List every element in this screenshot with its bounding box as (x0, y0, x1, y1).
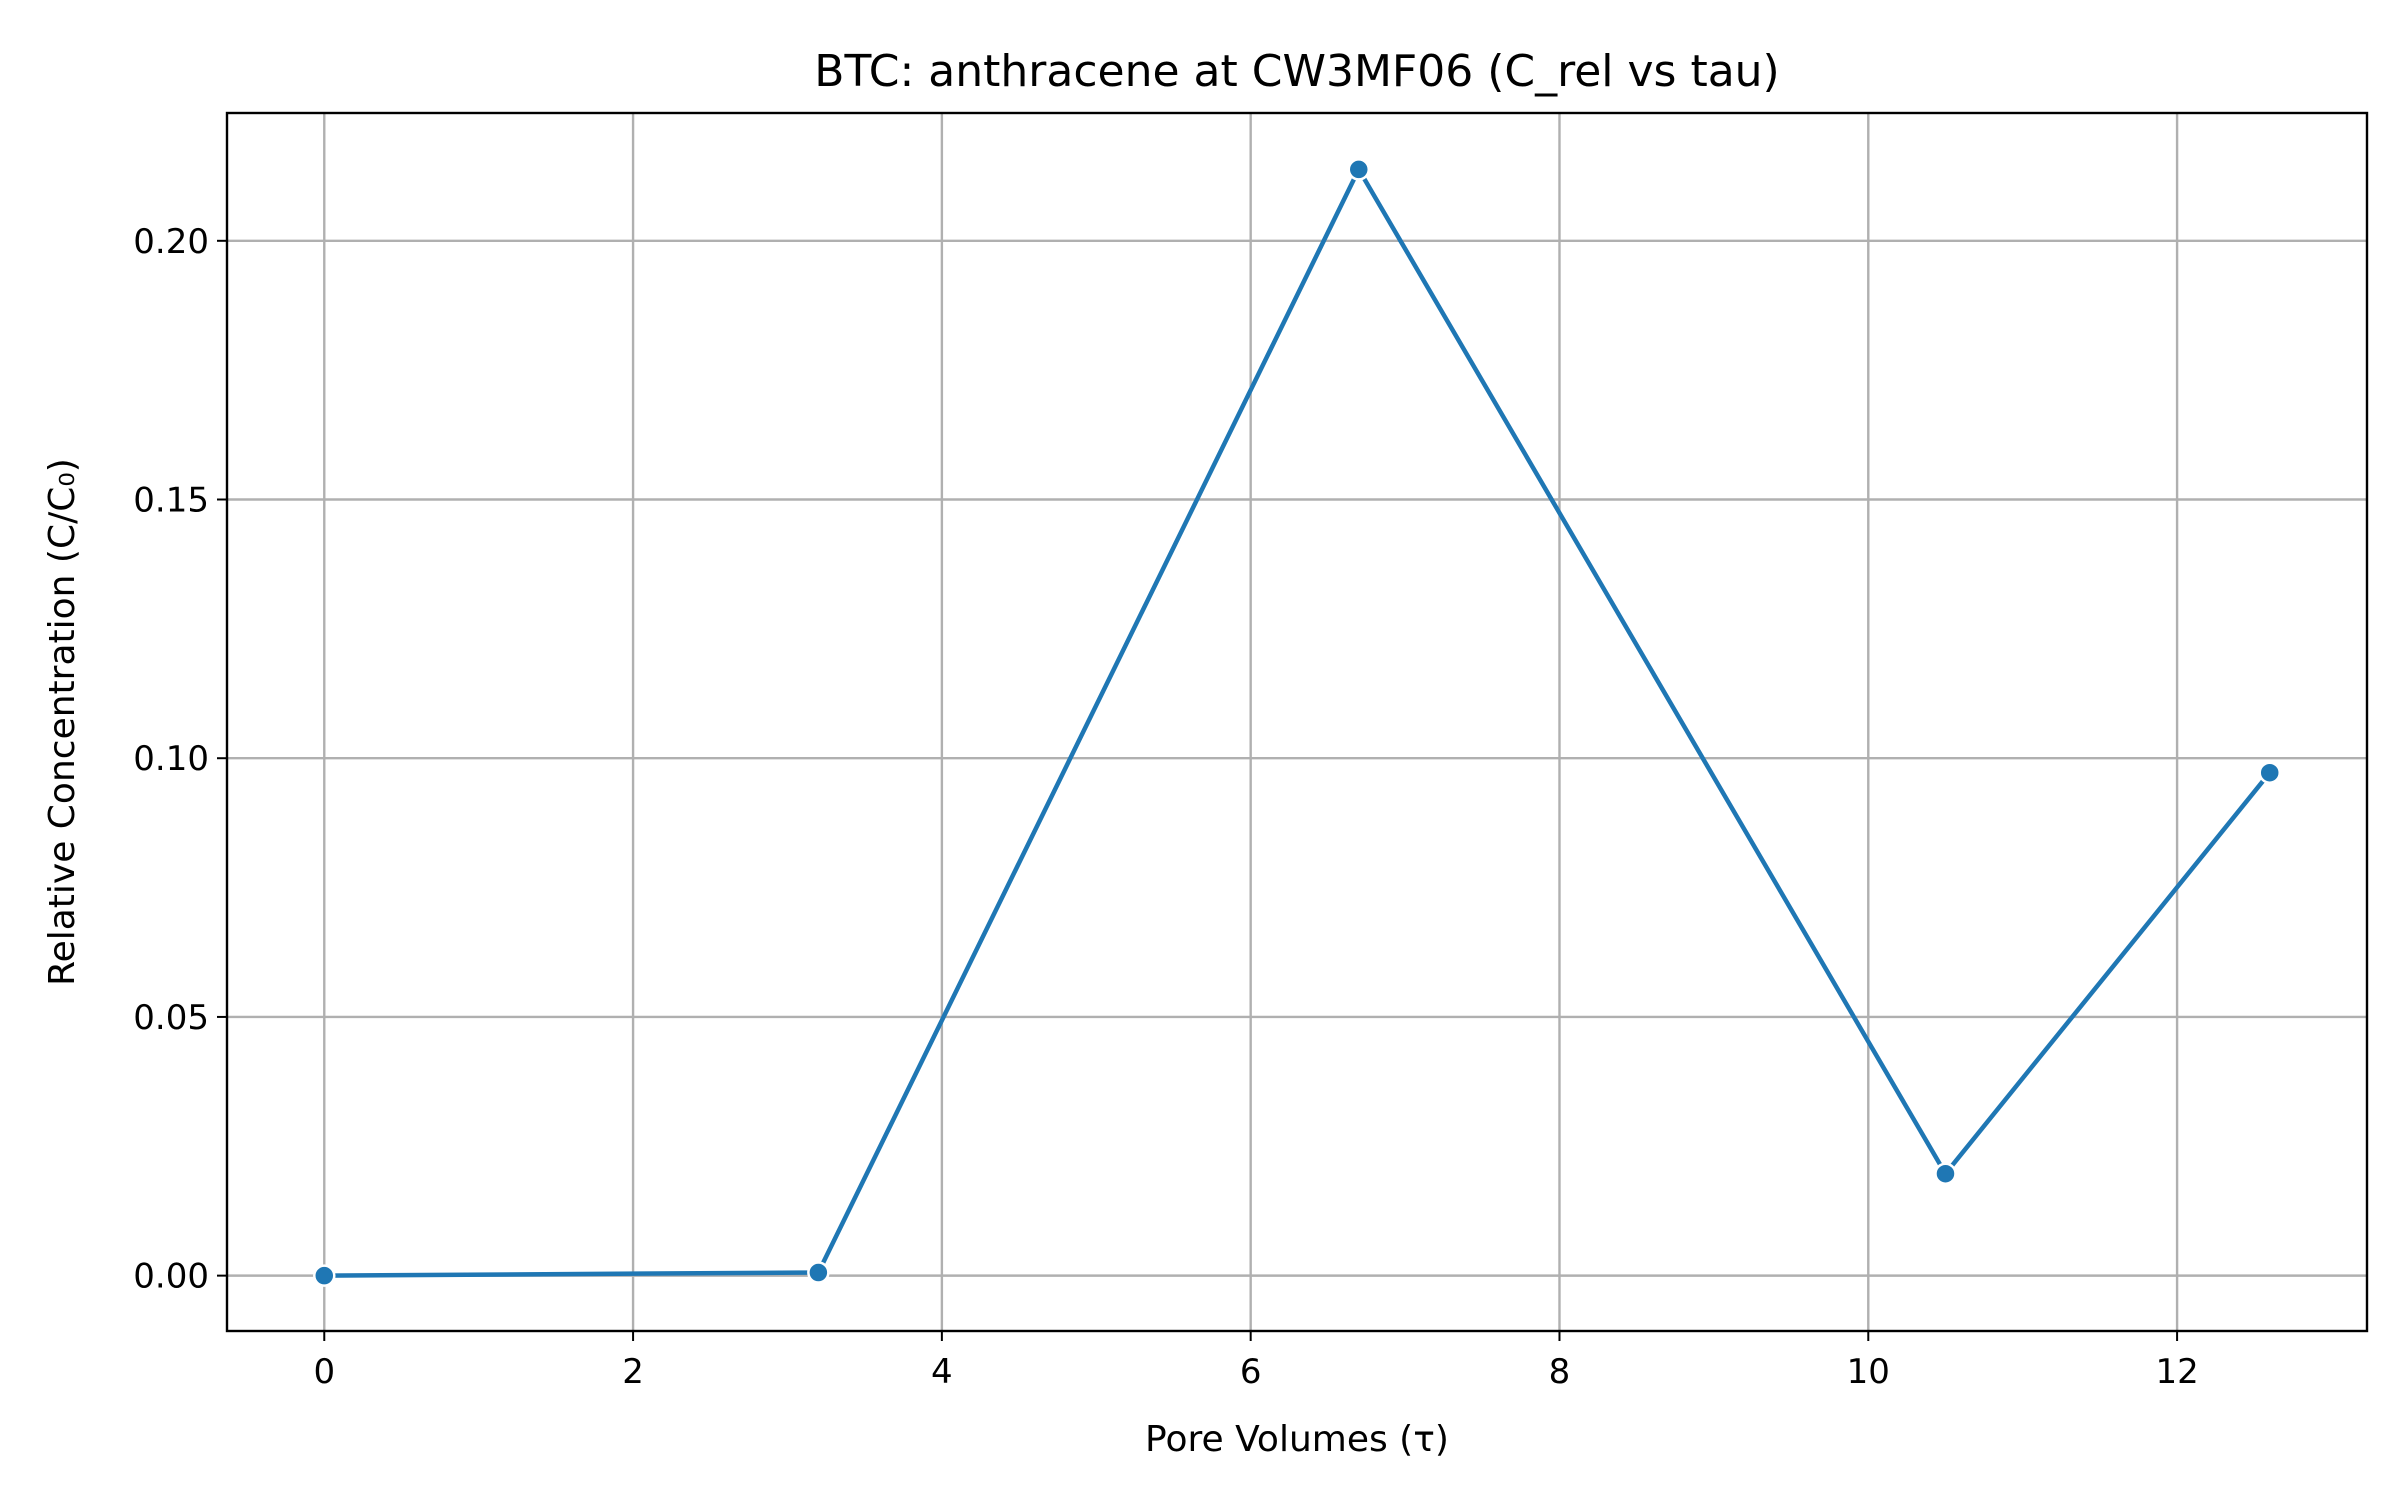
y-tick-label: 0.15 (133, 481, 209, 521)
x-axis-ticks: 0 2 4 6 8 10 12 (313, 1331, 2199, 1392)
x-tick-label: 10 (1847, 1352, 1890, 1392)
x-tick-label: 4 (931, 1352, 953, 1392)
grid (227, 113, 2367, 1331)
data-point (1347, 158, 1371, 181)
x-tick-label: 0 (313, 1352, 335, 1392)
chart-title: BTC: anthracene at CW3MF06 (C_rel vs tau… (814, 46, 1779, 97)
data-point (2258, 761, 2281, 784)
data-point (313, 1264, 336, 1287)
y-tick-label: 0.10 (133, 739, 209, 779)
series-line (322, 167, 2272, 1278)
data-point (1934, 1162, 1957, 1185)
data-point (807, 1261, 830, 1284)
y-tick-label: 0.20 (133, 222, 209, 262)
y-axis-ticks: 0.00 0.05 0.10 0.15 0.20 (133, 222, 227, 1297)
x-tick-label: 12 (2155, 1352, 2198, 1392)
plot-frame (225, 111, 2369, 1333)
x-tick-label: 8 (1549, 1352, 1571, 1392)
x-tick-label: 2 (622, 1352, 644, 1392)
y-tick-label: 0.05 (133, 998, 209, 1038)
y-axis-label: Relative Concentration (C/C₀) (42, 458, 83, 986)
x-axis-label: Pore Volumes (τ) (1145, 1419, 1449, 1460)
series-layer (313, 158, 2281, 1287)
x-tick-label: 6 (1240, 1352, 1262, 1392)
y-tick-label: 0.00 (133, 1257, 209, 1297)
